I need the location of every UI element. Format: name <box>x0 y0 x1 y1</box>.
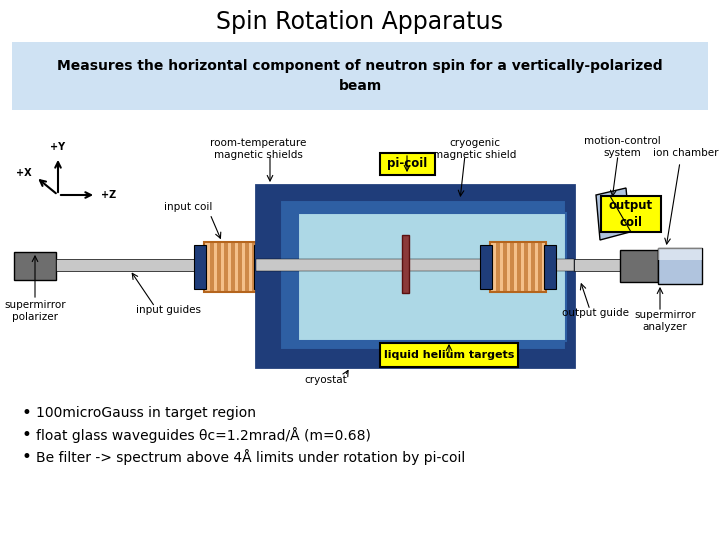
Bar <box>231 242 235 292</box>
Bar <box>658 248 702 284</box>
Bar <box>256 185 574 367</box>
Bar <box>538 242 542 292</box>
Bar <box>620 250 658 282</box>
Text: +Y: +Y <box>50 142 66 152</box>
Text: output
coil: output coil <box>609 199 653 228</box>
Bar <box>210 242 214 292</box>
Bar <box>658 248 702 260</box>
Bar <box>496 242 500 292</box>
Text: +X: +X <box>17 168 32 178</box>
Bar <box>217 242 221 292</box>
Bar <box>524 242 528 292</box>
Text: Be filter -> spectrum above 4Å limits under rotation by pi-coil: Be filter -> spectrum above 4Å limits un… <box>36 449 465 465</box>
Bar <box>280 200 566 350</box>
Bar <box>402 235 409 293</box>
Text: liquid helium targets: liquid helium targets <box>384 350 514 360</box>
Bar <box>510 242 514 292</box>
Text: Measures the horizontal component of neutron spin for a vertically-polarized
bea: Measures the horizontal component of neu… <box>57 59 663 93</box>
Bar <box>574 259 650 271</box>
Text: +Z: +Z <box>101 190 116 200</box>
Bar <box>490 242 546 292</box>
Bar <box>252 242 256 292</box>
Text: cryogenic
magnetic shield: cryogenic magnetic shield <box>433 138 517 160</box>
Bar <box>14 252 56 280</box>
Bar <box>531 242 535 292</box>
Text: ion chamber: ion chamber <box>653 148 719 158</box>
Text: supermirror
analyzer: supermirror analyzer <box>634 310 696 333</box>
Bar <box>544 245 556 289</box>
Text: •: • <box>22 448 32 466</box>
Bar <box>601 196 661 232</box>
Bar <box>12 42 708 110</box>
Bar <box>254 245 266 289</box>
Polygon shape <box>596 188 630 240</box>
Text: pi-coil: pi-coil <box>387 158 427 171</box>
Bar <box>204 242 256 292</box>
Bar <box>256 259 574 271</box>
Text: input guides: input guides <box>135 305 200 315</box>
Text: cryostat: cryostat <box>305 375 347 385</box>
Bar <box>480 245 492 289</box>
Bar <box>517 242 521 292</box>
Bar <box>380 343 518 367</box>
Text: float glass waveguides θc=1.2mrad/Å (m=0.68): float glass waveguides θc=1.2mrad/Å (m=0… <box>36 427 371 443</box>
Bar <box>194 245 206 289</box>
Bar <box>380 153 435 175</box>
Bar <box>238 242 242 292</box>
Bar <box>298 213 566 341</box>
Text: input coil: input coil <box>164 202 212 212</box>
Text: Spin Rotation Apparatus: Spin Rotation Apparatus <box>217 10 503 34</box>
Bar <box>503 242 507 292</box>
Bar <box>56 259 204 271</box>
Text: output guide: output guide <box>562 308 629 318</box>
Text: •: • <box>22 426 32 444</box>
Text: motion-control
system: motion-control system <box>584 136 660 158</box>
Bar <box>245 242 249 292</box>
Text: •: • <box>22 404 32 422</box>
Text: room-temperature
magnetic shields: room-temperature magnetic shields <box>210 138 306 160</box>
Text: supermirror
polarizer: supermirror polarizer <box>4 300 66 322</box>
Bar <box>224 242 228 292</box>
Text: 100microGauss in target region: 100microGauss in target region <box>36 406 256 420</box>
